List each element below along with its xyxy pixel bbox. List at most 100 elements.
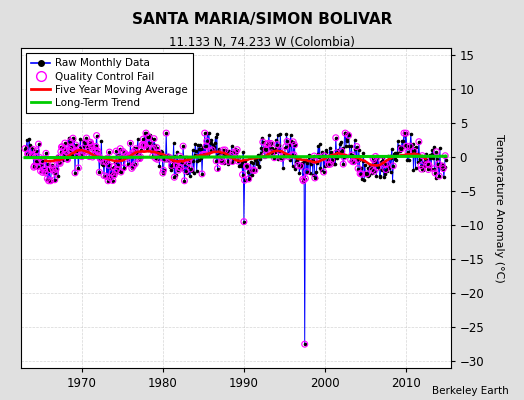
Point [133, 145, 141, 152]
Point [88, 144, 96, 150]
Point [125, 153, 133, 159]
Point [102, 159, 110, 165]
Point [332, 150, 341, 156]
Point [328, 157, 336, 164]
Point [49, 166, 57, 172]
Point [297, 163, 305, 169]
Point [299, 176, 307, 182]
Point [274, 156, 282, 162]
Point [65, 135, 73, 142]
Point [218, 158, 226, 165]
Point [44, 161, 52, 167]
Point [326, 161, 335, 168]
Point [140, 142, 148, 148]
Point [377, 159, 385, 165]
Point [27, 144, 35, 150]
Point [310, 153, 319, 159]
Point [329, 153, 337, 160]
Point [43, 176, 51, 182]
Point [221, 147, 229, 153]
Point [418, 152, 427, 159]
Point [426, 152, 434, 158]
Point [371, 159, 379, 165]
Point [392, 156, 400, 163]
Point [53, 157, 62, 163]
Point [74, 165, 83, 171]
Point [227, 152, 235, 159]
Point [49, 166, 57, 172]
Point [374, 154, 383, 160]
Point [271, 148, 279, 155]
Point [29, 146, 37, 152]
Point [200, 151, 208, 158]
Point [204, 150, 212, 157]
Point [234, 158, 242, 164]
Point [372, 153, 380, 160]
Point [253, 159, 261, 165]
Point [234, 153, 243, 160]
Point [341, 130, 349, 136]
Point [412, 144, 420, 150]
Point [161, 157, 170, 163]
Point [52, 152, 61, 159]
Point [321, 146, 330, 153]
Point [124, 160, 132, 167]
Point [147, 140, 156, 146]
Point [215, 146, 223, 153]
Point [300, 158, 308, 164]
Point [87, 142, 95, 148]
Point [389, 163, 397, 169]
Point [38, 169, 47, 176]
Point [229, 149, 237, 156]
Point [206, 148, 214, 154]
Point [159, 170, 167, 176]
Point [213, 165, 222, 172]
Point [135, 155, 144, 162]
Point [38, 158, 46, 164]
Point [337, 148, 346, 154]
Point [178, 165, 187, 172]
Point [281, 145, 289, 152]
Point [154, 149, 162, 156]
Point [89, 146, 97, 153]
Point [155, 162, 163, 169]
Point [224, 158, 233, 164]
Point [49, 167, 58, 174]
Point [348, 158, 357, 165]
Point [21, 150, 30, 157]
Point [94, 152, 103, 159]
Point [388, 146, 396, 153]
Point [110, 172, 118, 178]
Point [267, 150, 276, 156]
Point [127, 152, 135, 158]
Point [387, 154, 396, 161]
Point [344, 130, 352, 136]
Point [281, 144, 290, 150]
Point [283, 138, 291, 144]
Point [191, 140, 200, 147]
Point [124, 160, 132, 167]
Point [356, 170, 364, 177]
Point [41, 169, 49, 176]
Point [28, 152, 36, 158]
Point [118, 153, 126, 159]
Point [375, 165, 383, 172]
Point [126, 161, 134, 168]
Point [270, 154, 278, 161]
Point [261, 144, 270, 151]
Point [148, 153, 157, 159]
Point [351, 137, 359, 144]
Point [340, 154, 348, 160]
Point [270, 154, 278, 161]
Point [357, 171, 366, 177]
Point [178, 159, 186, 166]
Point [162, 157, 171, 163]
Point [159, 167, 168, 174]
Point [377, 158, 386, 164]
Point [173, 149, 181, 156]
Point [56, 160, 64, 166]
Point [45, 178, 53, 184]
Point [404, 149, 412, 155]
Point [54, 154, 63, 161]
Point [78, 153, 86, 160]
